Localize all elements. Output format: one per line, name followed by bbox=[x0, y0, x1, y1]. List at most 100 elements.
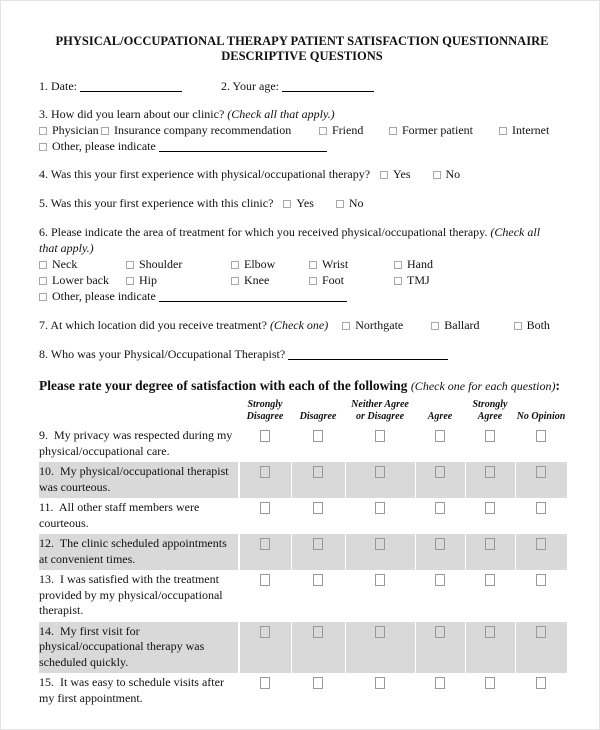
checkbox-icon[interactable] bbox=[313, 574, 323, 586]
checkbox-icon[interactable] bbox=[389, 127, 397, 135]
rating-checkbox-cell bbox=[290, 673, 345, 709]
option-northgate[interactable]: Northgate bbox=[342, 317, 403, 333]
option-insurance-company-recommendation[interactable]: Insurance company recommendation bbox=[101, 122, 319, 138]
checkbox-icon[interactable] bbox=[513, 322, 522, 330]
checkbox-icon[interactable] bbox=[435, 538, 445, 550]
checkbox-icon[interactable] bbox=[435, 625, 445, 638]
option-neck[interactable]: Neck bbox=[39, 256, 126, 272]
checkbox-icon[interactable] bbox=[536, 538, 547, 550]
checkbox-icon[interactable] bbox=[380, 171, 389, 179]
option-internet[interactable]: Internet bbox=[499, 122, 549, 138]
checkbox-icon[interactable] bbox=[375, 625, 385, 638]
checkbox-icon[interactable] bbox=[231, 261, 239, 269]
checkbox-icon[interactable] bbox=[485, 430, 495, 442]
rating-checkbox-cell bbox=[414, 498, 465, 534]
option-hip[interactable]: Hip bbox=[126, 272, 231, 288]
checkbox-icon[interactable] bbox=[126, 277, 134, 285]
checkbox-icon[interactable] bbox=[394, 261, 402, 269]
option-no[interactable]: No bbox=[432, 166, 460, 182]
checkbox-icon[interactable] bbox=[260, 625, 271, 638]
checkbox-icon[interactable] bbox=[485, 466, 495, 478]
option-lower-back[interactable]: Lower back bbox=[39, 272, 126, 288]
checkbox-icon[interactable] bbox=[435, 677, 445, 689]
option-shoulder[interactable]: Shoulder bbox=[126, 256, 231, 272]
checkbox-icon[interactable] bbox=[319, 127, 327, 135]
option-foot[interactable]: Foot bbox=[309, 272, 394, 288]
checkbox-icon[interactable] bbox=[260, 677, 271, 689]
option-no[interactable]: No bbox=[335, 195, 364, 211]
checkbox-icon[interactable] bbox=[309, 261, 317, 269]
checkbox-icon[interactable] bbox=[432, 171, 441, 179]
checkbox-icon[interactable] bbox=[375, 677, 385, 689]
checkbox-icon[interactable] bbox=[335, 200, 344, 208]
checkbox-icon[interactable] bbox=[435, 574, 445, 586]
q3-other-input-line[interactable] bbox=[158, 140, 327, 152]
checkbox-icon[interactable] bbox=[39, 261, 47, 269]
checkbox-icon[interactable] bbox=[313, 502, 323, 514]
checkbox-icon[interactable] bbox=[536, 502, 547, 514]
checkbox-icon[interactable] bbox=[536, 466, 547, 478]
checkbox-icon[interactable] bbox=[309, 277, 317, 285]
checkbox-icon[interactable] bbox=[39, 277, 47, 285]
option-former-patient[interactable]: Former patient bbox=[389, 122, 499, 138]
checkbox-icon[interactable] bbox=[536, 677, 547, 689]
checkbox-icon[interactable] bbox=[283, 200, 292, 208]
checkbox-icon[interactable] bbox=[313, 466, 323, 478]
age-input-line[interactable] bbox=[282, 80, 375, 92]
option-friend[interactable]: Friend bbox=[319, 122, 389, 138]
option-yes[interactable]: Yes bbox=[283, 195, 314, 211]
checkbox-icon[interactable] bbox=[375, 502, 385, 514]
checkbox-icon[interactable] bbox=[260, 574, 271, 586]
checkbox-icon[interactable] bbox=[485, 538, 495, 550]
option-elbow[interactable]: Elbow bbox=[231, 256, 309, 272]
q5-text: 5. Was this your first experience with t… bbox=[39, 196, 274, 210]
checkbox-icon[interactable] bbox=[536, 574, 547, 586]
checkbox-icon[interactable] bbox=[394, 277, 402, 285]
checkbox-icon[interactable] bbox=[485, 574, 495, 586]
checkbox-icon[interactable] bbox=[536, 625, 547, 638]
checkbox-icon[interactable] bbox=[485, 677, 495, 689]
option-tmj[interactable]: TMJ bbox=[394, 272, 430, 288]
checkbox-icon[interactable] bbox=[435, 466, 445, 478]
checkbox-icon[interactable] bbox=[260, 430, 271, 442]
checkbox-icon[interactable] bbox=[39, 127, 47, 135]
option-knee[interactable]: Knee bbox=[231, 272, 309, 288]
date-input-line[interactable] bbox=[80, 80, 182, 92]
checkbox-icon[interactable] bbox=[313, 430, 323, 442]
checkbox-icon[interactable] bbox=[260, 538, 271, 550]
checkbox-icon[interactable] bbox=[375, 574, 385, 586]
checkbox-icon[interactable] bbox=[231, 277, 239, 285]
option-hand[interactable]: Hand bbox=[394, 256, 433, 272]
checkbox-icon[interactable] bbox=[375, 466, 385, 478]
checkbox-icon[interactable] bbox=[342, 322, 351, 330]
option-both[interactable]: Both bbox=[513, 317, 550, 333]
checkbox-icon[interactable] bbox=[260, 502, 271, 514]
checkbox-icon[interactable] bbox=[260, 466, 271, 478]
checkbox-icon[interactable] bbox=[485, 502, 495, 514]
checkbox-icon[interactable] bbox=[431, 322, 440, 330]
checkbox-icon[interactable] bbox=[313, 677, 323, 689]
checkbox-icon[interactable] bbox=[313, 625, 323, 638]
checkbox-icon[interactable] bbox=[375, 430, 385, 442]
checkbox-icon[interactable] bbox=[39, 143, 47, 151]
checkbox-icon[interactable] bbox=[499, 127, 507, 135]
checkbox-icon[interactable] bbox=[485, 625, 495, 638]
option-label: TMJ bbox=[407, 273, 430, 287]
checkbox-icon[interactable] bbox=[536, 430, 547, 442]
option-label: No bbox=[348, 196, 364, 210]
checkbox-icon[interactable] bbox=[435, 430, 445, 442]
therapist-input-line[interactable] bbox=[288, 348, 449, 360]
checkbox-icon[interactable] bbox=[313, 538, 323, 550]
q6-other-input-line[interactable] bbox=[158, 290, 347, 302]
option-ballard[interactable]: Ballard bbox=[431, 317, 480, 333]
checkbox-icon[interactable] bbox=[101, 127, 109, 135]
rating-header-spacer bbox=[39, 397, 239, 426]
checkbox-icon[interactable] bbox=[375, 538, 385, 550]
option-wrist[interactable]: Wrist bbox=[309, 256, 394, 272]
option-physician[interactable]: Physician bbox=[39, 122, 101, 138]
option-yes[interactable]: Yes bbox=[380, 166, 411, 182]
checkbox-icon[interactable] bbox=[435, 502, 445, 514]
checkbox-icon[interactable] bbox=[126, 261, 134, 269]
checkbox-icon[interactable] bbox=[39, 293, 47, 301]
